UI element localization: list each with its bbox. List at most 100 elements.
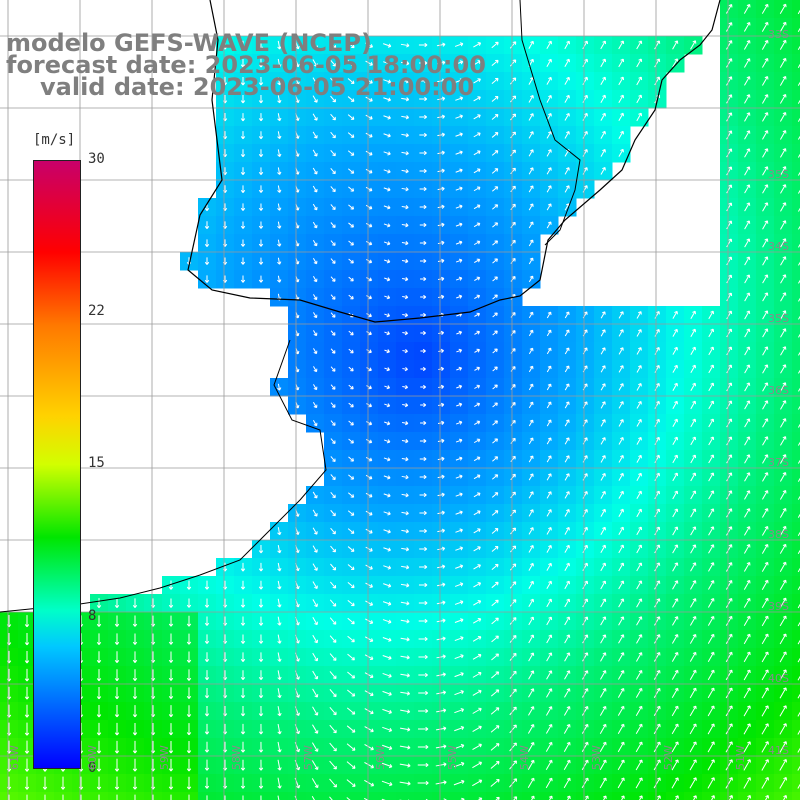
wind-arrow xyxy=(455,132,463,137)
wind-arrow xyxy=(258,149,264,158)
wind-arrow xyxy=(491,77,499,84)
wind-arrow xyxy=(491,581,499,589)
wind-arrow xyxy=(419,96,428,102)
wind-arrow xyxy=(311,742,319,752)
wind-arrow xyxy=(690,580,697,590)
wind-arrow xyxy=(204,777,210,789)
wind-arrow xyxy=(455,492,463,497)
wind-arrow xyxy=(312,149,318,157)
wind-arrow xyxy=(134,794,136,800)
wind-arrow xyxy=(80,794,82,800)
wind-arrow xyxy=(311,760,319,770)
wind-arrow xyxy=(348,222,354,228)
wind-arrow xyxy=(258,167,264,175)
wind-arrow xyxy=(240,203,246,211)
wind-arrow xyxy=(330,420,336,426)
wind-arrow xyxy=(546,634,553,644)
wind-arrow xyxy=(329,653,337,661)
lon-label: 54W xyxy=(518,745,531,770)
wind-arrow xyxy=(546,527,552,535)
wind-arrow xyxy=(743,3,751,14)
wind-arrow xyxy=(690,400,697,410)
wind-arrow xyxy=(528,365,534,373)
wind-arrow xyxy=(454,672,464,678)
wind-arrow xyxy=(453,779,465,786)
wind-arrow xyxy=(653,723,661,735)
wind-arrow xyxy=(348,492,355,498)
wind-arrow xyxy=(743,687,751,699)
wind-arrow xyxy=(654,508,661,518)
wind-arrow xyxy=(762,382,769,392)
wind-arrow xyxy=(600,616,607,626)
speed-cell xyxy=(576,792,595,800)
lat-label: 33S xyxy=(768,28,789,41)
wind-arrow xyxy=(491,635,499,643)
wind-arrow xyxy=(798,387,800,392)
wind-arrow xyxy=(672,382,678,391)
wind-arrow xyxy=(114,758,120,772)
wind-arrow xyxy=(743,544,751,554)
wind-arrow xyxy=(654,544,661,554)
wind-arrow xyxy=(797,567,800,573)
wind-arrow xyxy=(635,741,643,753)
wind-arrow xyxy=(528,95,534,103)
wind-arrow xyxy=(654,76,661,86)
speed-cell xyxy=(792,432,800,451)
wind-arrow xyxy=(473,78,481,84)
wind-arrow xyxy=(690,562,697,572)
wind-arrow xyxy=(383,115,391,120)
wind-arrow xyxy=(546,58,552,67)
wind-arrow xyxy=(491,168,499,174)
wind-arrow xyxy=(689,687,697,699)
wind-arrow xyxy=(330,330,336,336)
wind-arrow xyxy=(744,274,751,284)
wind-arrow xyxy=(419,222,427,228)
wind-arrow xyxy=(707,615,715,626)
wind-arrow xyxy=(582,94,588,103)
wind-arrow xyxy=(418,672,428,678)
wind-arrow xyxy=(260,795,262,800)
wind-arrow xyxy=(24,615,30,628)
wind-arrow xyxy=(419,546,428,552)
speed-cell xyxy=(792,126,800,145)
wind-arrow xyxy=(672,580,679,590)
speed-cell xyxy=(720,792,739,800)
wind-arrow xyxy=(419,78,428,84)
wind-arrow xyxy=(761,561,769,572)
wind-arrow xyxy=(779,21,787,32)
wind-arrow xyxy=(330,384,336,390)
wind-arrow xyxy=(132,669,138,682)
wind-arrow xyxy=(96,740,102,754)
wind-arrow xyxy=(689,651,697,662)
wind-arrow xyxy=(365,564,373,570)
wind-arrow xyxy=(329,778,337,788)
wind-arrow xyxy=(114,669,120,682)
wind-arrow xyxy=(654,436,660,445)
wind-arrow xyxy=(364,744,374,751)
wind-arrow xyxy=(564,509,570,517)
wind-arrow xyxy=(780,256,787,266)
wind-arrow xyxy=(798,351,800,356)
wind-arrow xyxy=(330,204,336,211)
wind-arrow xyxy=(780,364,787,374)
wind-arrow xyxy=(672,598,679,608)
wind-arrow xyxy=(528,149,534,157)
wind-arrow xyxy=(402,421,409,426)
wind-arrow xyxy=(258,580,264,590)
wind-arrow xyxy=(780,382,787,392)
speed-cell xyxy=(432,792,451,800)
wind-arrow xyxy=(437,510,445,515)
wind-arrow xyxy=(744,130,751,140)
wind-arrow xyxy=(383,97,392,102)
wind-arrow xyxy=(400,43,410,48)
wind-arrow xyxy=(636,508,643,518)
wind-arrow xyxy=(436,618,446,623)
lat-label: 34S xyxy=(768,240,789,253)
wind-arrow xyxy=(672,328,678,337)
wind-arrow xyxy=(399,745,411,750)
wind-arrow xyxy=(258,76,264,86)
wind-arrow xyxy=(762,184,769,194)
wind-arrow xyxy=(779,651,787,663)
wind-arrow xyxy=(546,473,552,481)
wind-arrow xyxy=(528,40,534,49)
